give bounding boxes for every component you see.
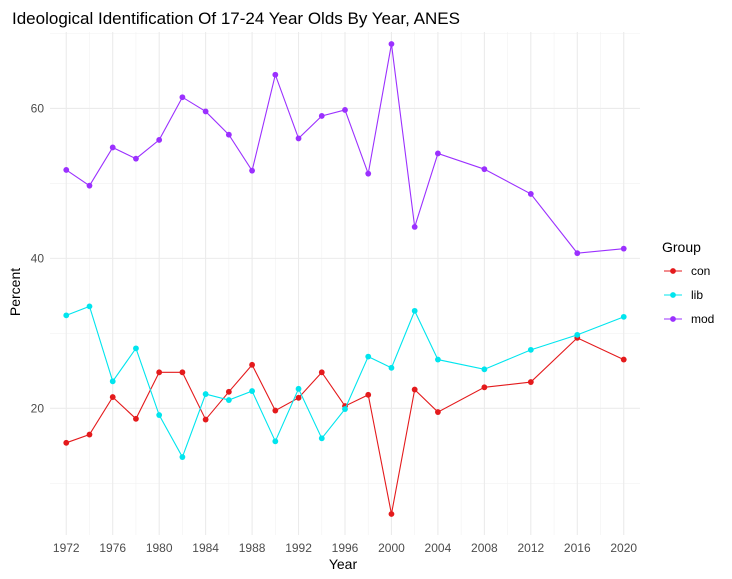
x-tick-label: 1988 — [239, 541, 266, 555]
data-point-mod — [179, 94, 186, 101]
data-point-con — [272, 407, 279, 414]
data-point-con — [527, 379, 534, 385]
x-axis-ticks: 1972 1976 1980 1984 1988 1992 1996 2000 2004 2008… — [53, 541, 638, 555]
chart-title: Ideological Identification Of 17-24 Year… — [12, 9, 460, 28]
data-point-mod — [411, 224, 418, 230]
legend-key-point — [670, 292, 676, 298]
data-point-con — [620, 356, 627, 363]
data-point-mod — [481, 166, 488, 173]
data-point-con — [86, 431, 93, 438]
data-point-mod — [63, 167, 70, 173]
legend-key-point — [670, 316, 676, 322]
x-tick-label: 1996 — [332, 541, 359, 555]
x-tick-label: 1992 — [285, 541, 312, 555]
x-tick-label: 2000 — [378, 541, 405, 555]
data-point-mod — [225, 131, 232, 138]
series-mod — [63, 41, 627, 257]
data-point-lib — [249, 388, 255, 394]
data-point-con — [109, 394, 116, 400]
data-point-lib — [109, 378, 116, 385]
data-point-mod — [272, 71, 279, 78]
series-con — [63, 334, 627, 517]
data-point-lib — [574, 331, 581, 338]
legend-label: mod — [691, 312, 714, 326]
data-point-lib — [435, 356, 441, 363]
data-point-con — [202, 416, 209, 423]
data-point-con — [179, 369, 186, 376]
data-point-mod — [620, 245, 627, 252]
legend-item-con: con — [664, 264, 710, 278]
y-axis-label: Percent — [7, 268, 23, 316]
data-point-lib — [295, 385, 302, 392]
data-point-con — [365, 391, 372, 398]
x-tick-label: 2012 — [517, 541, 544, 555]
data-point-mod — [295, 135, 302, 142]
data-point-con — [411, 386, 418, 393]
x-tick-label: 1976 — [99, 541, 126, 555]
data-point-lib — [133, 345, 139, 352]
legend-label: con — [691, 264, 710, 278]
data-point-con — [388, 511, 395, 517]
y-tick-label: 20 — [31, 401, 45, 415]
data-point-con — [156, 369, 163, 376]
data-point-con — [63, 439, 70, 446]
data-point-lib — [272, 438, 279, 445]
data-point-con — [435, 409, 441, 415]
y-tick-label: 40 — [31, 251, 45, 265]
series-layer — [63, 41, 627, 517]
data-point-lib — [481, 366, 488, 373]
x-tick-label: 2008 — [471, 541, 498, 555]
data-point-mod — [365, 170, 372, 177]
legend-item-mod: mod — [664, 312, 714, 326]
series-lib — [63, 303, 627, 460]
x-tick-label: 1984 — [192, 541, 219, 555]
data-point-lib — [179, 454, 186, 460]
legend-title: Group — [662, 239, 701, 255]
y-axis-ticks: 20 40 60 — [31, 101, 45, 415]
data-point-con — [481, 384, 488, 391]
data-point-con — [133, 415, 139, 422]
x-tick-label: 1980 — [146, 541, 173, 555]
data-point-con — [225, 388, 232, 395]
data-point-lib — [225, 397, 232, 403]
data-point-mod — [133, 155, 139, 162]
data-point-lib — [156, 412, 163, 418]
data-point-mod — [109, 144, 116, 151]
data-point-lib — [63, 312, 70, 319]
data-point-lib — [620, 313, 627, 320]
legend-label: lib — [691, 288, 703, 302]
data-point-lib — [202, 391, 209, 397]
data-point-con — [318, 369, 325, 376]
data-point-mod — [318, 113, 325, 119]
legend: Group con lib mod — [662, 239, 714, 326]
data-point-lib — [86, 303, 93, 310]
legend-key-point — [670, 268, 676, 274]
data-point-mod — [202, 108, 209, 115]
legend-item-lib: lib — [664, 288, 703, 302]
data-point-lib — [411, 307, 418, 314]
data-point-con — [295, 394, 302, 401]
x-axis-label: Year — [329, 556, 358, 572]
data-point-lib — [318, 435, 325, 442]
data-point-mod — [249, 167, 255, 174]
x-tick-label: 2016 — [564, 541, 591, 555]
data-point-mod — [388, 41, 395, 47]
data-point-lib — [342, 406, 348, 412]
data-point-mod — [342, 107, 348, 113]
data-point-mod — [527, 191, 534, 197]
data-point-lib — [527, 346, 534, 353]
x-tick-label: 2020 — [610, 541, 637, 555]
data-point-con — [249, 361, 255, 368]
x-tick-label: 2004 — [425, 541, 452, 555]
data-point-mod — [156, 137, 163, 143]
x-tick-label: 1972 — [53, 541, 80, 555]
data-point-mod — [435, 150, 441, 157]
data-point-mod — [574, 250, 581, 257]
data-point-mod — [86, 182, 93, 189]
y-tick-label: 60 — [31, 101, 45, 115]
data-point-lib — [365, 353, 372, 360]
data-point-lib — [388, 364, 395, 371]
